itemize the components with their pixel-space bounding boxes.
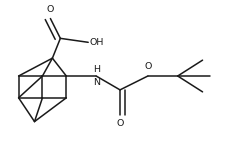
Text: OH: OH bbox=[89, 38, 104, 47]
Text: N: N bbox=[93, 78, 100, 87]
Text: O: O bbox=[144, 62, 152, 71]
Text: H: H bbox=[93, 65, 100, 74]
Text: O: O bbox=[116, 119, 124, 128]
Text: O: O bbox=[47, 5, 54, 14]
